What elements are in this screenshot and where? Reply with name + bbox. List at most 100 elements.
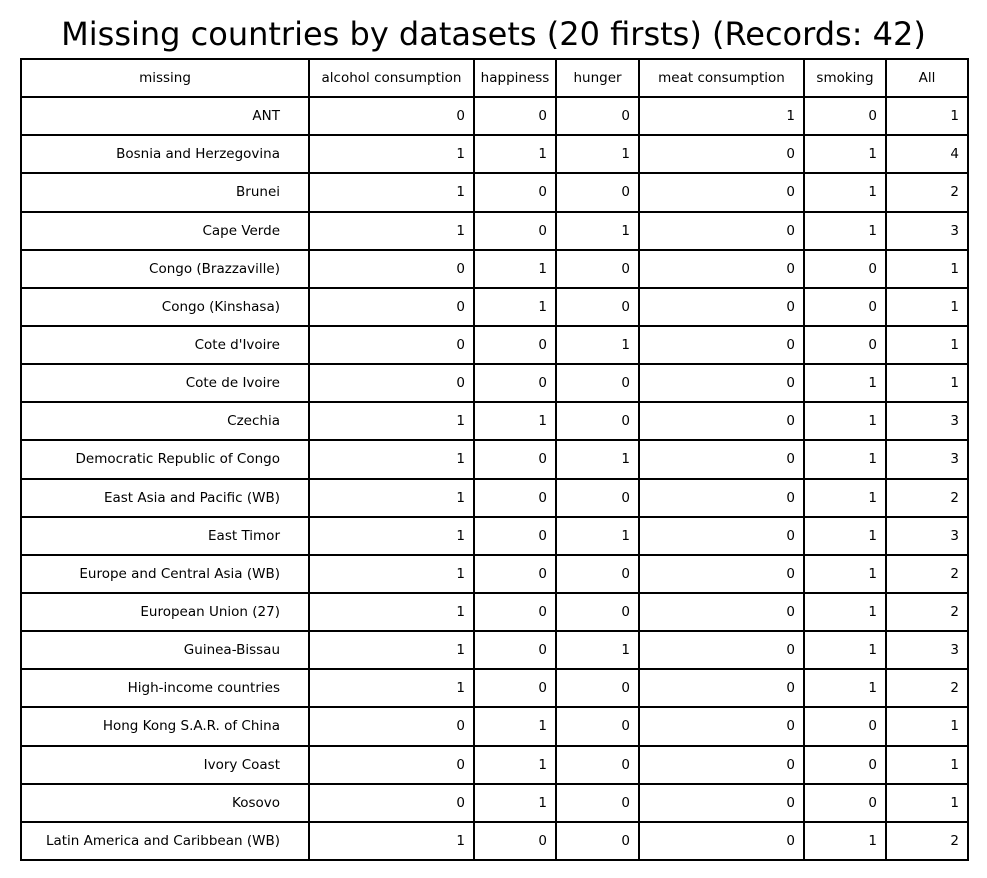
row-label-cell: Democratic Republic of Congo [20,439,310,480]
table-row: Guinea-Bissau 1 0 1 0 1 3 [20,630,969,671]
value-cell: 1 [803,439,887,480]
value-cell: 0 [555,248,640,289]
row-label-cell: East Asia and Pacific (WB) [20,477,310,518]
value-cell: 1 [308,591,475,633]
value-cell: 0 [638,820,805,861]
value-cell: 0 [555,96,640,137]
value-cell: 0 [473,820,557,861]
table-row: Cote de Ivoire 0 0 0 0 1 1 [20,363,969,404]
value-cell: 0 [638,401,805,442]
table-row: Bosnia and Herzegovina 1 1 1 0 1 4 [20,134,969,175]
value-cell: 1 [308,630,475,671]
value-cell: 1 [308,515,475,556]
table-row: Cote d'Ivoire 0 0 1 0 0 1 [20,324,969,366]
row-label-cell: Congo (Brazzaville) [20,248,310,289]
row-label-cell: Europe and Central Asia (WB) [20,553,310,594]
value-cell: 0 [638,210,805,251]
value-cell: 0 [473,363,557,404]
value-cell: 0 [638,172,805,213]
value-cell: 0 [308,706,475,747]
value-cell: 0 [638,668,805,709]
value-cell: 1 [555,630,640,671]
table-row: Congo (Kinshasa) 0 1 0 0 0 1 [20,286,969,327]
value-cell: 1 [473,782,557,823]
value-cell: 1 [555,324,640,366]
column-header: smoking [803,57,887,99]
value-cell: 0 [473,515,557,556]
table-body: ANT 0 0 0 1 0 1 Bosnia and Herzegovina 1 1 1 0 1 4 Bru… [20,96,969,861]
value-cell: 0 [803,782,887,823]
value-cell: 0 [803,324,887,366]
column-header: All [885,57,969,99]
value-cell: 4 [885,134,969,175]
row-label-cell: Kosovo [20,782,310,823]
table-row: Ivory Coast 0 1 0 0 0 1 [20,744,969,785]
value-cell: 0 [555,668,640,709]
table-row: Europe and Central Asia (WB) 1 0 0 0 1 2 [20,553,969,594]
value-cell: 1 [473,286,557,327]
value-cell: 0 [555,172,640,213]
value-cell: 1 [885,744,969,785]
value-cell: 1 [803,820,887,861]
row-label-cell: Czechia [20,401,310,442]
value-cell: 0 [555,706,640,747]
value-cell: 1 [803,363,887,404]
row-label-cell: Guinea-Bissau [20,630,310,671]
chart-title: Missing countries by datasets (20 firsts… [61,15,926,53]
table-row: Brunei 1 0 0 0 1 2 [20,172,969,213]
table-row: Czechia 1 1 0 0 1 3 [20,401,969,442]
value-cell: 0 [308,363,475,404]
value-cell: 1 [803,172,887,213]
row-label-cell: Ivory Coast [20,744,310,785]
data-table-container: missing alcohol consumption happiness hunge… [20,57,969,861]
table-row: Hong Kong S.A.R. of China 0 1 0 0 0 1 [20,706,969,747]
table-row: Democratic Republic of Congo 1 0 1 0 1 3 [20,439,969,480]
value-cell: 1 [473,744,557,785]
value-cell: 1 [885,248,969,289]
value-cell: 1 [885,286,969,327]
value-cell: 0 [555,782,640,823]
value-cell: 2 [885,668,969,709]
value-cell: 0 [473,668,557,709]
value-cell: 1 [555,134,640,175]
value-cell: 0 [638,134,805,175]
value-cell: 1 [885,363,969,404]
column-header: meat consumption [638,57,805,99]
row-label-cell: Cote de Ivoire [20,363,310,404]
value-cell: 0 [308,248,475,289]
value-cell: 0 [638,515,805,556]
row-label-cell: High-income countries [20,668,310,709]
value-cell: 0 [473,630,557,671]
value-cell: 0 [555,553,640,594]
value-cell: 1 [308,668,475,709]
value-cell: 3 [885,515,969,556]
table-row: East Asia and Pacific (WB) 1 0 0 0 1 2 [20,477,969,518]
value-cell: 0 [803,706,887,747]
column-header: hunger [555,57,640,99]
value-cell: 1 [473,248,557,289]
column-header: missing [20,57,310,99]
value-cell: 1 [803,134,887,175]
value-cell: 0 [473,553,557,594]
value-cell: 1 [308,439,475,480]
value-cell: 1 [555,515,640,556]
value-cell: 1 [803,401,887,442]
value-cell: 1 [803,553,887,594]
value-cell: 0 [555,363,640,404]
value-cell: 3 [885,210,969,251]
row-label-cell: European Union (27) [20,591,310,633]
value-cell: 1 [803,630,887,671]
row-label-cell: Latin America and Caribbean (WB) [20,820,310,861]
row-label-cell: Hong Kong S.A.R. of China [20,706,310,747]
value-cell: 1 [308,172,475,213]
value-cell: 3 [885,630,969,671]
table-row: East Timor 1 0 1 0 1 3 [20,515,969,556]
value-cell: 0 [308,286,475,327]
table-row: Latin America and Caribbean (WB) 1 0 0 0 1 2 [20,820,969,861]
row-label-cell: Cape Verde [20,210,310,251]
value-cell: 2 [885,477,969,518]
value-cell: 0 [638,706,805,747]
value-cell: 0 [555,477,640,518]
value-cell: 3 [885,439,969,480]
row-label-cell: Cote d'Ivoire [20,324,310,366]
